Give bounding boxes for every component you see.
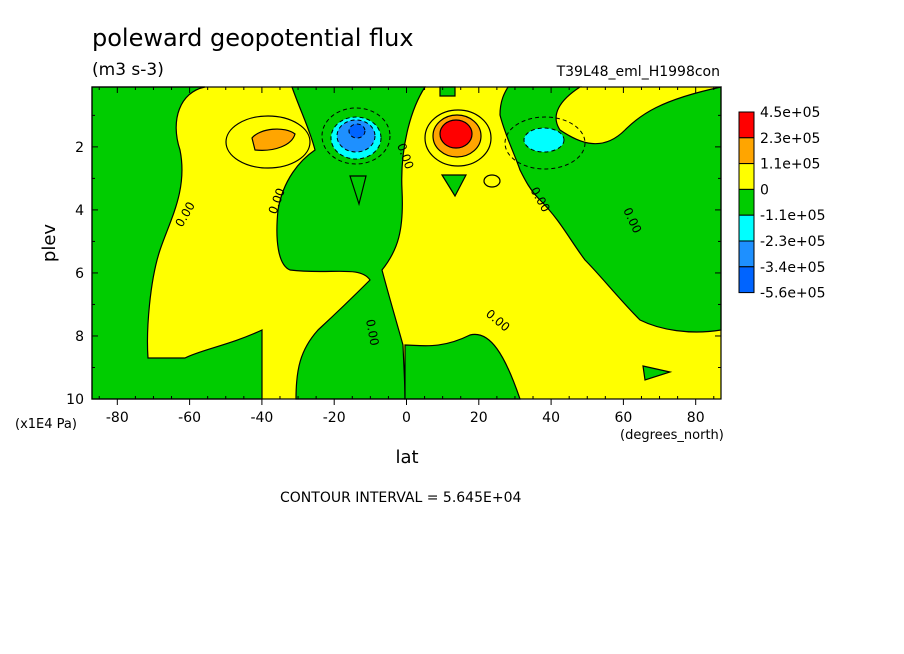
x-tick-label: 60 bbox=[614, 410, 632, 426]
chart-title: poleward geopotential flux bbox=[92, 24, 414, 52]
legend: 4.5e+05 2.3e+05 1.1e+05 0 -1.1e+05 -2.3e+05 -3… bbox=[738, 105, 825, 302]
contour-nh-small bbox=[483, 174, 501, 188]
x-axis-units: (degrees_north) bbox=[620, 428, 724, 443]
core-sh-negative-deep bbox=[348, 123, 366, 139]
legend-label: 2.3e+05 bbox=[760, 131, 820, 147]
positive-cores bbox=[225, 109, 501, 188]
plot-area: 0.00 0.00 0.00 0.00 0.00 0.00 0.00 bbox=[91, 86, 722, 400]
legend-label: 4.5e+05 bbox=[760, 105, 820, 121]
y-tick-label: 6 bbox=[75, 266, 84, 282]
region-sh-subtropic-negative bbox=[276, 86, 427, 400]
legend-label: 0 bbox=[760, 182, 769, 198]
legend-swatch bbox=[738, 111, 755, 139]
zero-label: 0.00 bbox=[363, 318, 381, 347]
x-axis: -80 -60 -40 -20 0 20 40 60 80 bbox=[98, 87, 715, 426]
chart-units: (m3 s-3) bbox=[92, 60, 164, 80]
legend-swatch bbox=[738, 163, 755, 190]
region-sh-polar-negative bbox=[91, 86, 263, 400]
x-tick-label: -60 bbox=[178, 410, 201, 426]
legend-swatch bbox=[738, 240, 755, 268]
run-label: T39L48_eml_H1998con bbox=[556, 64, 720, 80]
legend-label: -1.1e+05 bbox=[760, 208, 825, 224]
y-tick-label: 8 bbox=[75, 329, 84, 345]
legend-label: -5.6e+05 bbox=[760, 286, 825, 302]
region-tiny-negative-1 bbox=[349, 175, 367, 207]
core-nh-positive bbox=[439, 119, 473, 149]
x-tick-label: -80 bbox=[106, 410, 129, 426]
contour-sh-positive-outer bbox=[225, 115, 311, 169]
legend-label: 1.1e+05 bbox=[760, 157, 820, 173]
contour-sh-negative-outer bbox=[321, 107, 391, 165]
contour-interval: CONTOUR INTERVAL = 5.645E+04 bbox=[280, 490, 521, 506]
x-tick-label: -20 bbox=[323, 410, 346, 426]
x-tick-label: 0 bbox=[402, 410, 411, 426]
core-nh-negative-cyan bbox=[523, 127, 565, 153]
y-tick-label: 10 bbox=[66, 392, 84, 408]
y-tick-label: 4 bbox=[75, 203, 84, 219]
y-axis: 2 4 6 8 10 bbox=[66, 114, 721, 408]
legend-swatch bbox=[738, 188, 755, 216]
legend-label: -2.3e+05 bbox=[760, 234, 825, 250]
x-tick-label: 40 bbox=[542, 410, 560, 426]
core-sh-positive bbox=[251, 128, 296, 151]
legend-label: -3.4e+05 bbox=[760, 260, 825, 276]
region-equatorial-negative bbox=[404, 333, 521, 400]
region-tiny-negative-3 bbox=[642, 365, 673, 381]
legend-swatch bbox=[738, 266, 755, 294]
contour-nh-negative-outer bbox=[504, 116, 586, 170]
x-tick-label: 20 bbox=[470, 410, 488, 426]
y-axis-title: plev bbox=[39, 224, 60, 263]
y-tick-label: 2 bbox=[75, 140, 84, 156]
x-tick-label: -40 bbox=[250, 410, 273, 426]
region-tiny-negative-2 bbox=[440, 174, 467, 198]
x-axis-title: lat bbox=[395, 447, 418, 468]
negative-cores bbox=[321, 107, 586, 170]
x-tick-label: 80 bbox=[687, 410, 705, 426]
contour-nh-positive-outer bbox=[424, 109, 492, 167]
y-axis-units: (x1E4 Pa) bbox=[15, 417, 77, 432]
legend-swatch bbox=[738, 137, 755, 165]
legend-swatch bbox=[738, 214, 755, 242]
